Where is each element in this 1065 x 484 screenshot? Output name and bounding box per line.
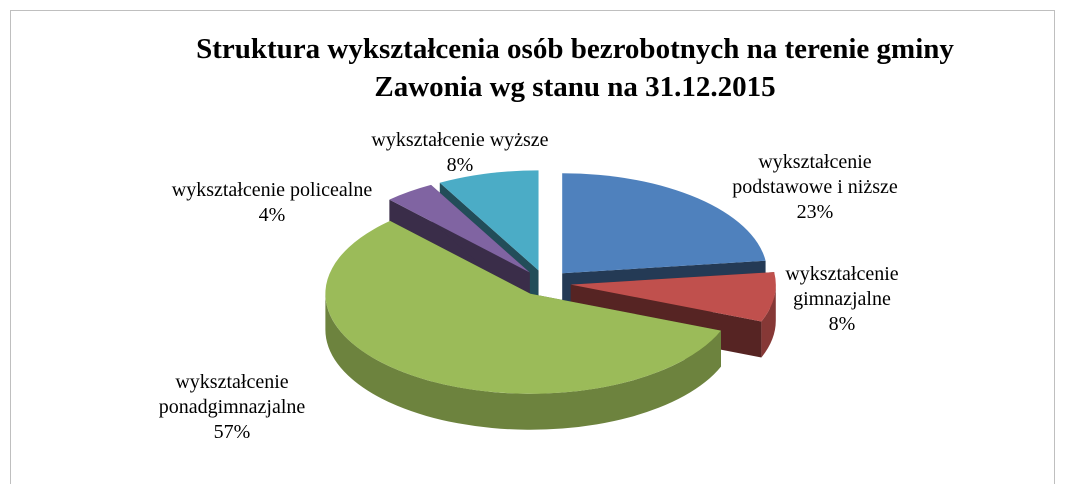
data-label: wykształcenie wyższe 8% xyxy=(330,128,590,178)
slice-wall xyxy=(325,293,721,430)
pie-slice xyxy=(389,184,530,273)
chart-border xyxy=(10,10,1055,484)
slice-wall xyxy=(761,284,776,358)
category-label: wykształcenie gimnazjalne xyxy=(785,263,899,310)
pie-slice xyxy=(570,272,776,322)
value-label: 8% xyxy=(446,154,474,176)
pie-slice xyxy=(325,220,721,394)
pie-slice xyxy=(439,170,539,271)
data-label: wykształcenie policealne 4% xyxy=(122,178,422,228)
chart-title: Struktura wykształcenia osób bezrobotnyc… xyxy=(196,33,954,103)
value-label: 57% xyxy=(213,421,251,443)
value-label: 23% xyxy=(796,201,834,223)
data-label: wykształcenie podstawowe i niższe 23% xyxy=(710,150,920,225)
data-label: wykształcenie gimnazjalne 8% xyxy=(757,262,927,337)
category-label: wykształcenie wyższe xyxy=(371,129,549,151)
value-label: 4% xyxy=(258,204,286,226)
pie-slice xyxy=(562,173,766,274)
category-label: wykształcenie podstawowe i niższe xyxy=(732,151,898,198)
category-label: wykształcenie policealne xyxy=(171,179,373,201)
category-label: wykształcenie ponadgimnazjalne xyxy=(158,371,306,418)
data-label: wykształcenie ponadgimnazjalne 57% xyxy=(132,370,332,445)
value-label: 8% xyxy=(828,313,856,335)
